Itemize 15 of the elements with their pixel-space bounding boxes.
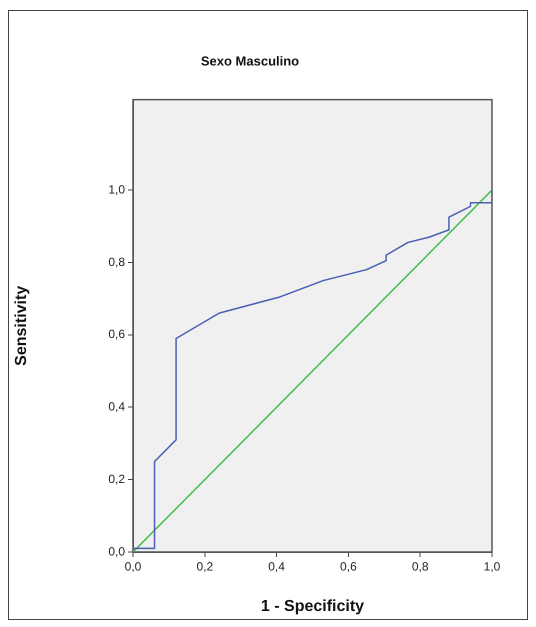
x-tick-label: 0,6 — [340, 560, 358, 574]
y-tick-label: 0,8 — [108, 254, 126, 269]
y-axis-title: Sensitivity — [13, 286, 30, 366]
x-tick-label: 0,4 — [268, 560, 286, 574]
y-tick-label: 0,2 — [108, 472, 126, 486]
x-tick-label: 1,0 — [484, 560, 501, 574]
y-tick-label: 0,4 — [108, 400, 126, 414]
x-axis-title: 1 - Specificity — [260, 598, 364, 615]
y-tick-label: 0,0 — [108, 544, 126, 558]
x-tick-label: 0,8 — [412, 560, 429, 574]
chart-title: Sexo Masculino — [200, 53, 300, 68]
x-tick-label: 0,2 — [196, 560, 214, 574]
y-tick-label: 0,6 — [108, 327, 126, 342]
x-tick-label: 0,0 — [124, 560, 142, 574]
y-tick-label: 1,0 — [108, 182, 126, 196]
